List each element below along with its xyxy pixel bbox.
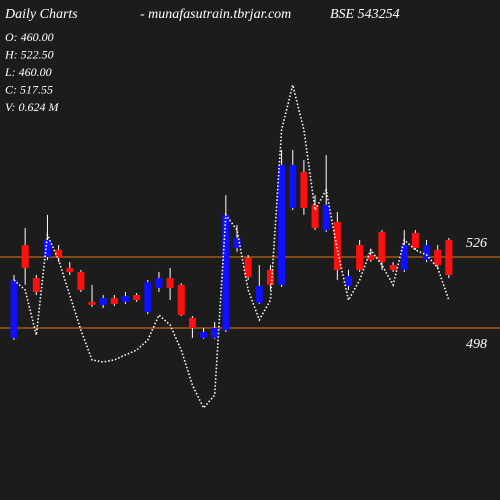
candle-body [77, 271, 85, 290]
candle-body [155, 278, 163, 288]
chart-title: Daily Charts [4, 7, 78, 22]
candle-body [21, 245, 29, 268]
candle-body [400, 245, 408, 270]
candle-body [411, 232, 419, 249]
candle-body [378, 231, 386, 263]
candle-body [110, 298, 118, 304]
candle-body [389, 265, 397, 270]
candle-body [289, 164, 297, 209]
chart-subtitle: - munafasutrain.tbrjar.com [140, 7, 291, 22]
candle-body [88, 301, 96, 305]
symbol: BSE 543254 [330, 7, 400, 22]
candle-body [99, 298, 107, 305]
candle-body [10, 280, 18, 338]
candle-body [445, 239, 453, 275]
candle-body [32, 278, 40, 292]
candle-body [333, 221, 341, 270]
level-label: 498 [466, 337, 487, 352]
level-label: 526 [466, 236, 487, 251]
candle-body [188, 317, 196, 329]
candle-body [144, 282, 152, 313]
candle-body [244, 257, 252, 278]
candle-body [55, 249, 63, 258]
candle-body [367, 254, 375, 261]
candle-body [211, 328, 219, 338]
info-line: C: 517.55 [5, 83, 53, 97]
info-line: L: 460.00 [4, 65, 52, 79]
candle-body [322, 204, 330, 231]
candle-body [266, 269, 274, 285]
candle-body [233, 237, 241, 249]
candle-body [345, 276, 352, 286]
candle-body [43, 239, 51, 257]
candle-body [356, 245, 364, 270]
candle-body [222, 214, 230, 331]
info-line: V: 0.624 M [5, 100, 60, 114]
candle-body [166, 278, 174, 288]
candle-body [177, 284, 185, 316]
plot-area: 526 498 [0, 84, 500, 410]
candle-body [255, 285, 263, 303]
info-line: H: 522.50 [4, 48, 54, 62]
candle-body [200, 332, 208, 338]
info-panel: O: 460.00 H: 522.50 L: 460.00 C: 517.55 V: 0… [4, 30, 60, 114]
candle-body [423, 245, 431, 261]
candle-body [278, 164, 286, 285]
info-line: O: 460.00 [5, 30, 54, 44]
candle-body [122, 296, 129, 302]
candle-body [434, 249, 442, 266]
candle-body [66, 267, 74, 272]
candle-body [133, 295, 141, 301]
candle-body [300, 171, 308, 209]
candle-body [311, 204, 319, 229]
